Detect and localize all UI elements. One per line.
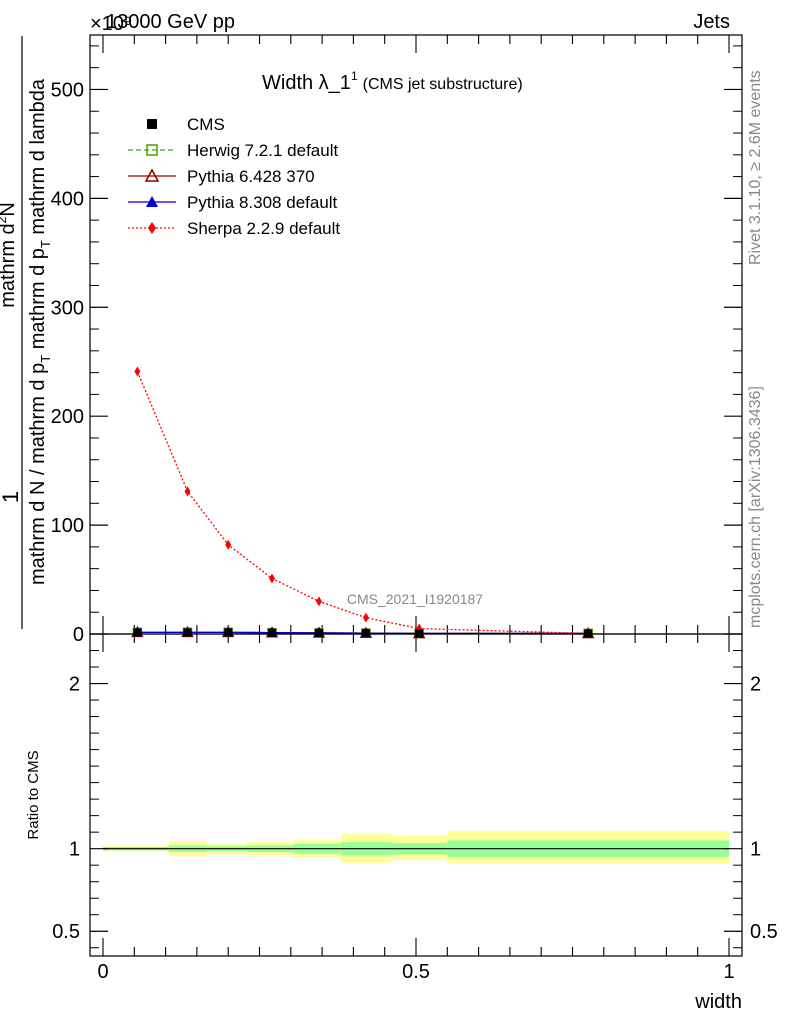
y-axis-label-prefix: 1 <box>0 491 23 503</box>
ratio-y-ticks: 0.5 0.5 1 1 2 2 <box>52 650 778 949</box>
data-point-series-0 <box>224 628 233 637</box>
legend-marker-swatch <box>144 168 160 182</box>
main-y-tick-label: 300 <box>51 297 84 319</box>
data-point-series-4 <box>269 573 276 584</box>
x-tick-label: 0 <box>97 961 108 983</box>
y-axis-label: 1 mathrm d2N mathrm d N / mathrm d pT ma… <box>0 36 53 629</box>
ratio-y-tick-label: 1 <box>69 839 80 861</box>
main-y-tick-label: 0 <box>73 624 84 646</box>
legend-entry-4: Sherpa 2.2.9 default <box>128 219 340 238</box>
legend-label: Sherpa 2.2.9 default <box>187 219 340 238</box>
data-point-series-0 <box>133 628 142 637</box>
legend-marker-swatch <box>148 222 156 234</box>
header-energy-label: 13000 GeV pp <box>106 11 235 33</box>
legend-entry-2: Pythia 6.428 370 <box>128 167 315 186</box>
y-axis-label-denominator: mathrm d N / mathrm d pT mathrm d pT mat… <box>27 78 53 585</box>
main-y-tick-label: 100 <box>51 515 84 537</box>
ratio-y-tick-label-right: 0.5 <box>750 921 778 943</box>
rivet-version-label: Rivet 3.1.10, ≥ 2.6M events <box>747 70 764 265</box>
plot-title: Width λ_11 (CMS jet substructure) <box>262 69 523 94</box>
header-exponent: ×10⁹ <box>90 13 133 35</box>
data-point-series-4 <box>225 539 232 550</box>
header-jets-label: Jets <box>693 11 730 33</box>
series-line-4 <box>136 371 589 635</box>
legend: CMS Herwig 7.2.1 default Pythia 6.428 370 P… <box>128 115 340 238</box>
legend-label: Herwig 7.2.1 default <box>187 141 338 160</box>
data-point-series-0 <box>268 628 277 637</box>
data-point-series-0 <box>361 629 370 638</box>
main-y-tick-label: 200 <box>51 406 84 428</box>
ratio-y-tick-label-right: 2 <box>750 674 761 696</box>
x-axis-label: width <box>694 991 742 1013</box>
data-point-series-0 <box>183 628 192 637</box>
analysis-id-label: CMS_2021_I1920187 <box>347 591 483 607</box>
legend-label: Pythia 6.428 370 <box>187 167 315 186</box>
ratio-bands <box>103 831 729 864</box>
ratio-plot-frame <box>89 633 743 957</box>
ratio-x-ticks: 0 0.5 1 <box>97 634 735 983</box>
ratio-y-tick-label-right: 1 <box>750 839 761 861</box>
main-y-tick-label: 500 <box>51 79 84 101</box>
main-y-ticks: 0 100 200 300 400 500 <box>51 45 742 646</box>
ratio-axis-label: Ratio to CMS <box>25 750 42 839</box>
legend-entry-1: Herwig 7.2.1 default <box>128 141 338 160</box>
data-point-series-4 <box>184 486 191 497</box>
legend-marker-swatch <box>146 196 158 207</box>
legend-entry-0: CMS <box>147 115 225 134</box>
x-tick-label: 1 <box>723 961 734 983</box>
ratio-y-tick-label: 2 <box>69 674 80 696</box>
y-axis-label-numerator: mathrm d2N <box>0 202 19 308</box>
x-tick-label: 0.5 <box>402 961 430 983</box>
data-point-series-0 <box>314 628 323 637</box>
main-y-tick-label: 400 <box>51 188 84 210</box>
data-point-series-4 <box>315 596 322 607</box>
legend-label: CMS <box>187 115 225 134</box>
legend-marker-swatch <box>147 119 157 129</box>
legend-marker-swatch <box>146 144 158 156</box>
ratio-y-tick-label: 0.5 <box>52 921 80 943</box>
legend-label: Pythia 8.308 default <box>187 193 338 212</box>
data-point-series-4 <box>362 612 369 623</box>
legend-entry-3: Pythia 8.308 default <box>128 193 338 212</box>
mcplots-label: mcplots.cern.ch [arXiv:1306.3436] <box>747 386 764 628</box>
data-point-series-4 <box>134 366 141 377</box>
